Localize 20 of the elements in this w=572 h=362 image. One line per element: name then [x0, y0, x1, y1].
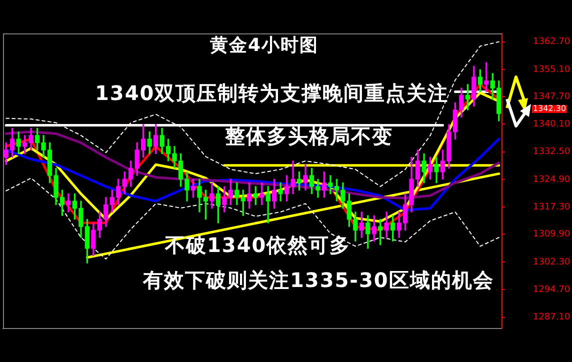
- y-tick-label: 1287.10: [533, 312, 570, 323]
- y-tick-label: 1347.70: [533, 92, 570, 102]
- y-tick-label: 1294.70: [533, 284, 570, 295]
- y-tick-label: 1309.90: [533, 230, 570, 240]
- annotation: 1340双顶压制转为支撑晚间重点关注: [95, 80, 449, 107]
- annotation: 整体多头格局不变: [225, 123, 393, 150]
- text: 1342.30: [532, 104, 568, 113]
- y-tick-label: 1355.10: [533, 64, 570, 75]
- candlestick: [278, 182, 283, 202]
- y-tick-label: 1324.90: [533, 174, 570, 185]
- y-tick-label: 1302.30: [533, 257, 570, 268]
- line-series: [6, 178, 500, 260]
- y-tick-label: 1340.10: [533, 119, 570, 130]
- y-tick-label: 1317.30: [533, 202, 570, 213]
- annotation: 有效下破则关注1335-30区域的机会: [143, 267, 494, 294]
- y-tick-label: 1332.50: [533, 147, 570, 158]
- candlestick: [66, 193, 71, 212]
- y-tick-label: 1362.70: [533, 37, 570, 48]
- chart-title: 黄金4小时图: [210, 34, 319, 57]
- annotation: 不破1340依然可多: [165, 232, 351, 259]
